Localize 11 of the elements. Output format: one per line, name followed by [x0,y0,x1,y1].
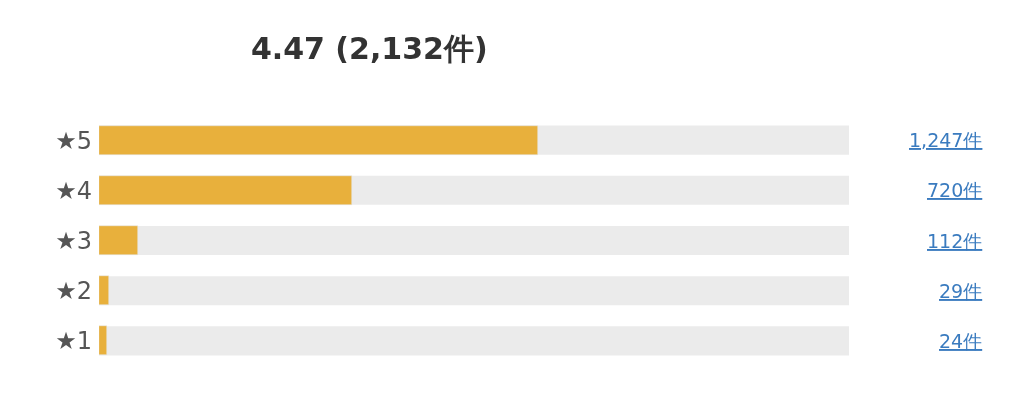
y-tick-label: ★2 [55,277,92,306]
data-label: 112件 [927,230,983,252]
data-label: 1,247件 [909,129,983,151]
data-label: 29件 [939,280,983,302]
y-tick-label: ★1 [55,327,92,356]
y-tick-label: ★3 [55,226,92,255]
data-label: 720件 [927,179,983,201]
chart-title: 4.47 (2,132件) [250,31,488,67]
data-label: 24件 [939,330,983,352]
y-tick-label: ★4 [55,176,92,205]
y-tick-label: ★5 [55,126,92,155]
